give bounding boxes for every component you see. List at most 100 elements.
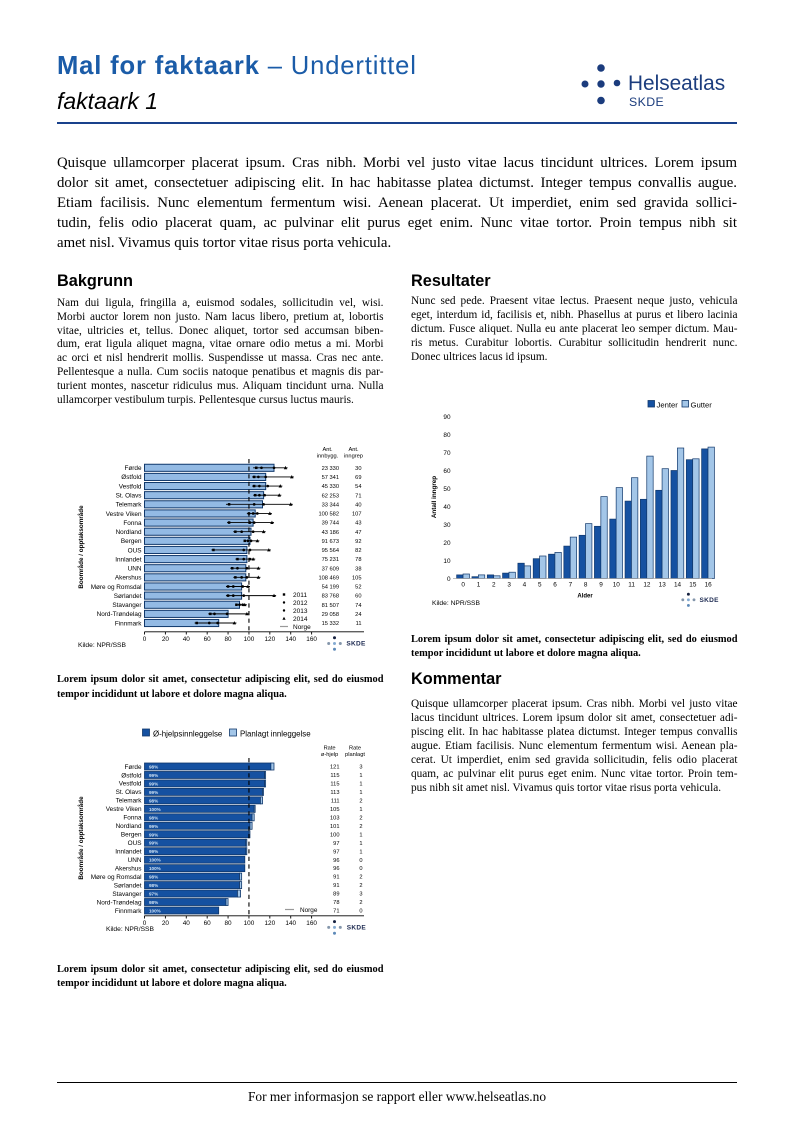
svg-text:54: 54 — [355, 484, 361, 490]
svg-text:2: 2 — [359, 883, 362, 889]
svg-text:60: 60 — [355, 594, 361, 600]
svg-text:24: 24 — [355, 612, 361, 618]
svg-text:Finnmark: Finnmark — [115, 620, 142, 627]
svg-text:111: 111 — [331, 798, 340, 804]
svg-text:98%: 98% — [149, 765, 158, 770]
svg-text:70: 70 — [443, 450, 451, 457]
svg-text:0: 0 — [143, 636, 147, 643]
svg-text:2012: 2012 — [293, 600, 308, 607]
svg-text:15 332: 15 332 — [322, 621, 339, 627]
svg-text:4: 4 — [523, 581, 527, 588]
svg-text:1: 1 — [477, 581, 481, 588]
svg-text:Førde: Førde — [124, 465, 141, 472]
svg-text:100: 100 — [244, 636, 255, 643]
svg-text:2: 2 — [359, 798, 362, 804]
svg-text:3: 3 — [359, 892, 362, 898]
svg-text:Kilde: NPR/SSB: Kilde: NPR/SSB — [432, 600, 480, 607]
svg-text:Sørlandet: Sørlandet — [114, 882, 142, 889]
svg-text:Nord-Trøndelag: Nord-Trøndelag — [97, 611, 142, 618]
svg-text:Ant.: Ant. — [322, 447, 333, 453]
svg-text:99%: 99% — [149, 790, 158, 795]
svg-text:80: 80 — [225, 920, 233, 927]
svg-text:1: 1 — [359, 832, 362, 838]
svg-text:SKDE: SKDE — [347, 924, 367, 931]
svg-text:Innlandet: Innlandet — [115, 849, 142, 856]
svg-text:43 186: 43 186 — [322, 530, 339, 536]
svg-text:Boområde / opptaksområde: Boområde / opptaksområde — [77, 796, 85, 880]
svg-text:Antall inngrep: Antall inngrep — [431, 476, 438, 518]
svg-text:120: 120 — [265, 920, 276, 927]
svg-text:40: 40 — [183, 636, 191, 643]
svg-text:Planlagt innleggelse: Planlagt innleggelse — [240, 730, 311, 739]
svg-text:98%: 98% — [149, 900, 158, 905]
svg-text:29 058: 29 058 — [322, 612, 339, 618]
svg-text:82: 82 — [355, 548, 361, 554]
svg-text:45 330: 45 330 — [322, 484, 339, 490]
svg-text:60: 60 — [204, 636, 212, 643]
svg-text:23 330: 23 330 — [322, 466, 339, 472]
svg-text:100%: 100% — [149, 866, 161, 871]
svg-text:74: 74 — [355, 603, 361, 609]
svg-text:2014: 2014 — [293, 616, 308, 623]
svg-text:Kilde: NPR/SSB: Kilde: NPR/SSB — [106, 926, 154, 933]
svg-text:54 199: 54 199 — [322, 585, 339, 591]
svg-text:99%: 99% — [149, 781, 158, 786]
svg-text:99%: 99% — [149, 849, 158, 854]
svg-text:52: 52 — [355, 585, 361, 591]
svg-text:107: 107 — [352, 512, 362, 518]
svg-text:Vestre Viken: Vestre Viken — [106, 511, 142, 518]
svg-text:91: 91 — [333, 875, 339, 881]
svg-text:37 609: 37 609 — [322, 566, 339, 572]
svg-text:Jenter: Jenter — [657, 401, 679, 410]
svg-text:60: 60 — [443, 468, 451, 475]
svg-text:100 582: 100 582 — [318, 512, 339, 518]
svg-text:99%: 99% — [149, 773, 158, 778]
svg-text:UNN: UNN — [128, 566, 142, 573]
svg-text:40: 40 — [355, 502, 361, 508]
svg-text:2013: 2013 — [293, 608, 308, 615]
svg-text:20: 20 — [443, 540, 451, 547]
svg-text:Stavanger: Stavanger — [112, 602, 142, 609]
svg-text:98%: 98% — [149, 875, 158, 880]
svg-text:120: 120 — [265, 636, 276, 643]
svg-text:Akershus: Akershus — [115, 865, 142, 872]
svg-text:101: 101 — [330, 824, 340, 830]
svg-text:St. Olavs: St. Olavs — [116, 789, 142, 796]
svg-text:140: 140 — [285, 636, 296, 643]
svg-text:78: 78 — [333, 900, 339, 906]
svg-text:90: 90 — [443, 414, 451, 421]
svg-text:0: 0 — [359, 909, 362, 915]
svg-text:Ø-hjelpsinnleggelse: Ø-hjelpsinnleggelse — [153, 730, 223, 739]
svg-text:9: 9 — [599, 581, 603, 588]
svg-text:38: 38 — [355, 566, 361, 572]
svg-text:2: 2 — [359, 900, 362, 906]
svg-text:5: 5 — [538, 581, 542, 588]
svg-text:innbygg.: innbygg. — [317, 454, 339, 460]
svg-text:3: 3 — [507, 581, 511, 588]
svg-text:2: 2 — [359, 824, 362, 830]
svg-text:SKDE: SKDE — [629, 95, 664, 109]
svg-text:Vestre Viken: Vestre Viken — [106, 806, 142, 813]
svg-text:UNN: UNN — [128, 857, 142, 864]
svg-text:16: 16 — [705, 581, 713, 588]
svg-text:103: 103 — [330, 815, 340, 821]
svg-text:Østfold: Østfold — [121, 772, 142, 779]
svg-text:160: 160 — [306, 636, 317, 643]
svg-text:98%: 98% — [149, 798, 158, 803]
svg-text:Kilde: NPR/SSB: Kilde: NPR/SSB — [78, 642, 126, 649]
svg-text:140: 140 — [285, 920, 296, 927]
svg-text:SKDE: SKDE — [346, 641, 366, 648]
svg-text:1: 1 — [359, 782, 362, 788]
svg-text:13: 13 — [659, 581, 667, 588]
svg-text:80: 80 — [443, 432, 451, 439]
svg-text:7: 7 — [569, 581, 573, 588]
svg-text:Gutter: Gutter — [691, 401, 713, 410]
svg-text:inngrep: inngrep — [344, 454, 363, 460]
svg-text:47: 47 — [355, 530, 361, 536]
svg-text:30: 30 — [355, 466, 361, 472]
svg-text:20: 20 — [162, 920, 170, 927]
svg-text:Rate: Rate — [324, 745, 336, 751]
svg-text:92: 92 — [355, 539, 361, 545]
svg-text:160: 160 — [306, 920, 317, 927]
svg-text:98%: 98% — [149, 815, 158, 820]
